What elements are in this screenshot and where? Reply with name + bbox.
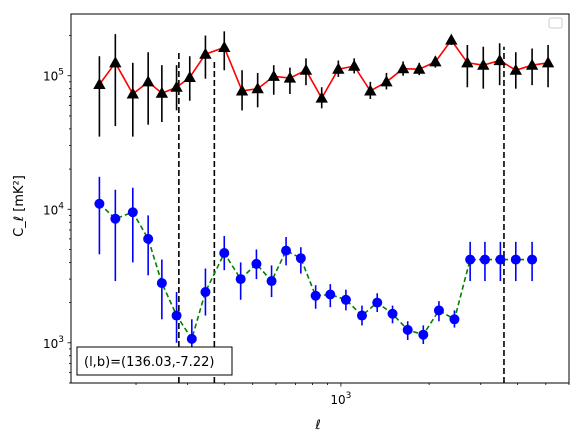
data-point <box>110 213 121 224</box>
data-point <box>109 56 122 68</box>
data-point <box>295 253 306 264</box>
data-point <box>171 310 182 321</box>
plot-content <box>93 31 555 383</box>
vertical-lines-group <box>178 46 505 383</box>
data-point <box>325 289 336 300</box>
data-point <box>141 75 155 87</box>
series-2 <box>94 176 538 368</box>
data-point <box>372 297 383 308</box>
data-point <box>433 305 444 316</box>
data-point <box>445 33 458 45</box>
data-point <box>219 248 230 259</box>
data-point <box>541 56 555 68</box>
data-point <box>266 276 277 287</box>
axis-ticks <box>67 35 570 387</box>
y-tick-label: 105 <box>43 68 64 84</box>
data-point <box>461 56 474 68</box>
data-point <box>356 310 367 321</box>
data-point <box>396 62 410 74</box>
data-point <box>387 308 398 319</box>
data-point <box>413 62 426 74</box>
data-point <box>183 71 196 83</box>
data-point <box>493 54 506 66</box>
data-point <box>281 245 292 256</box>
data-point <box>479 254 490 265</box>
data-point <box>348 59 361 71</box>
data-point <box>315 91 328 103</box>
data-point <box>340 294 351 305</box>
axis-tick-labels: 103 103 104 105 <box>43 68 351 407</box>
plot-frame <box>70 13 570 384</box>
data-point <box>200 287 211 298</box>
data-point <box>267 69 280 81</box>
data-point <box>251 258 262 269</box>
data-point <box>156 278 167 289</box>
data-point <box>235 274 246 285</box>
data-point <box>199 47 212 59</box>
data-point <box>283 71 297 83</box>
data-point <box>509 63 522 75</box>
data-point <box>510 254 521 265</box>
data-point <box>143 233 154 244</box>
data-point <box>418 329 429 340</box>
data-point <box>495 254 506 265</box>
data-point <box>127 207 138 218</box>
legend-box <box>548 17 563 29</box>
data-point <box>380 75 393 87</box>
annotation-text: (l,b)=(136.03,-7.22) <box>84 355 214 370</box>
data-point <box>364 84 377 96</box>
data-point <box>332 62 345 74</box>
data-point <box>429 55 442 67</box>
data-point <box>186 333 197 344</box>
data-point <box>299 63 313 75</box>
data-point <box>126 87 139 99</box>
data-point <box>525 58 539 70</box>
y-tick-label: 104 <box>43 201 64 217</box>
data-point <box>527 254 538 265</box>
data-point <box>402 324 413 335</box>
data-point <box>94 198 105 209</box>
data-point <box>235 84 249 96</box>
data-point <box>449 314 460 325</box>
series-line <box>98 203 533 341</box>
series-group <box>93 31 555 368</box>
series-1 <box>93 31 555 137</box>
data-point <box>310 290 321 301</box>
y-tick-label: 103 <box>43 335 64 351</box>
data-point <box>155 86 169 98</box>
x-axis-title: ℓ <box>314 418 320 433</box>
y-axis-title: C_ℓ [mK²] <box>12 175 27 237</box>
data-point <box>477 58 490 70</box>
annotation-box: (l,b)=(136.03,-7.22) <box>76 346 233 376</box>
x-tick-label: 103 <box>330 391 351 407</box>
data-point <box>251 82 264 94</box>
data-point <box>170 80 183 92</box>
data-point <box>93 77 106 90</box>
data-point <box>218 40 231 52</box>
data-point <box>465 254 476 265</box>
